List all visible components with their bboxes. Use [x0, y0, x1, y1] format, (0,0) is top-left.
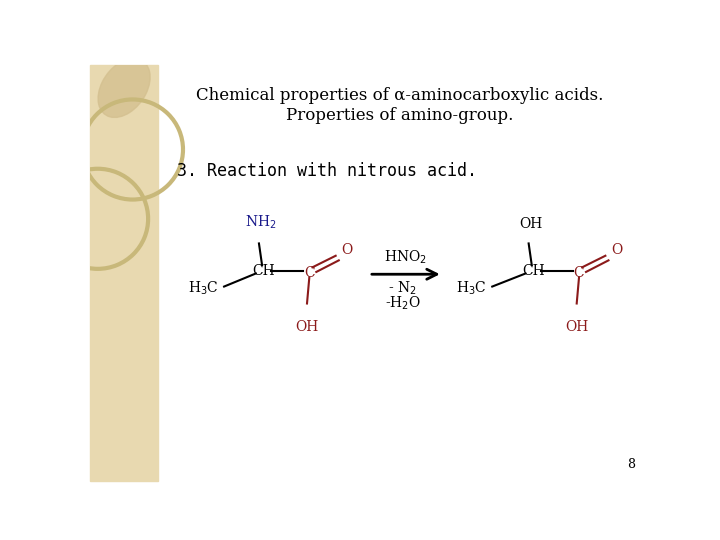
Text: Properties of amino-group.: Properties of amino-group.	[287, 107, 513, 124]
Text: 8: 8	[627, 458, 635, 471]
Text: C: C	[304, 266, 315, 280]
Text: H$_3$C: H$_3$C	[188, 279, 218, 297]
Text: C: C	[574, 266, 585, 280]
Text: OH: OH	[519, 217, 543, 231]
Text: HNO$_2$: HNO$_2$	[384, 248, 427, 266]
Text: - N$_2$: - N$_2$	[388, 279, 417, 297]
Text: OH: OH	[565, 320, 588, 334]
Bar	[90, 65, 158, 481]
Ellipse shape	[98, 58, 150, 117]
Text: CH: CH	[522, 264, 544, 278]
Text: CH: CH	[252, 264, 275, 278]
Text: -H$_2$O: -H$_2$O	[384, 295, 420, 312]
Text: H$_3$C: H$_3$C	[456, 279, 487, 297]
Text: O: O	[342, 242, 353, 256]
Text: O: O	[611, 242, 623, 256]
Text: NH$_2$: NH$_2$	[246, 214, 277, 231]
Text: OH: OH	[295, 320, 319, 334]
Text: Chemical properties of α-aminocarboxylic acids.: Chemical properties of α-aminocarboxylic…	[197, 87, 603, 104]
Text: 3. Reaction with nitrous acid.: 3. Reaction with nitrous acid.	[177, 162, 477, 180]
